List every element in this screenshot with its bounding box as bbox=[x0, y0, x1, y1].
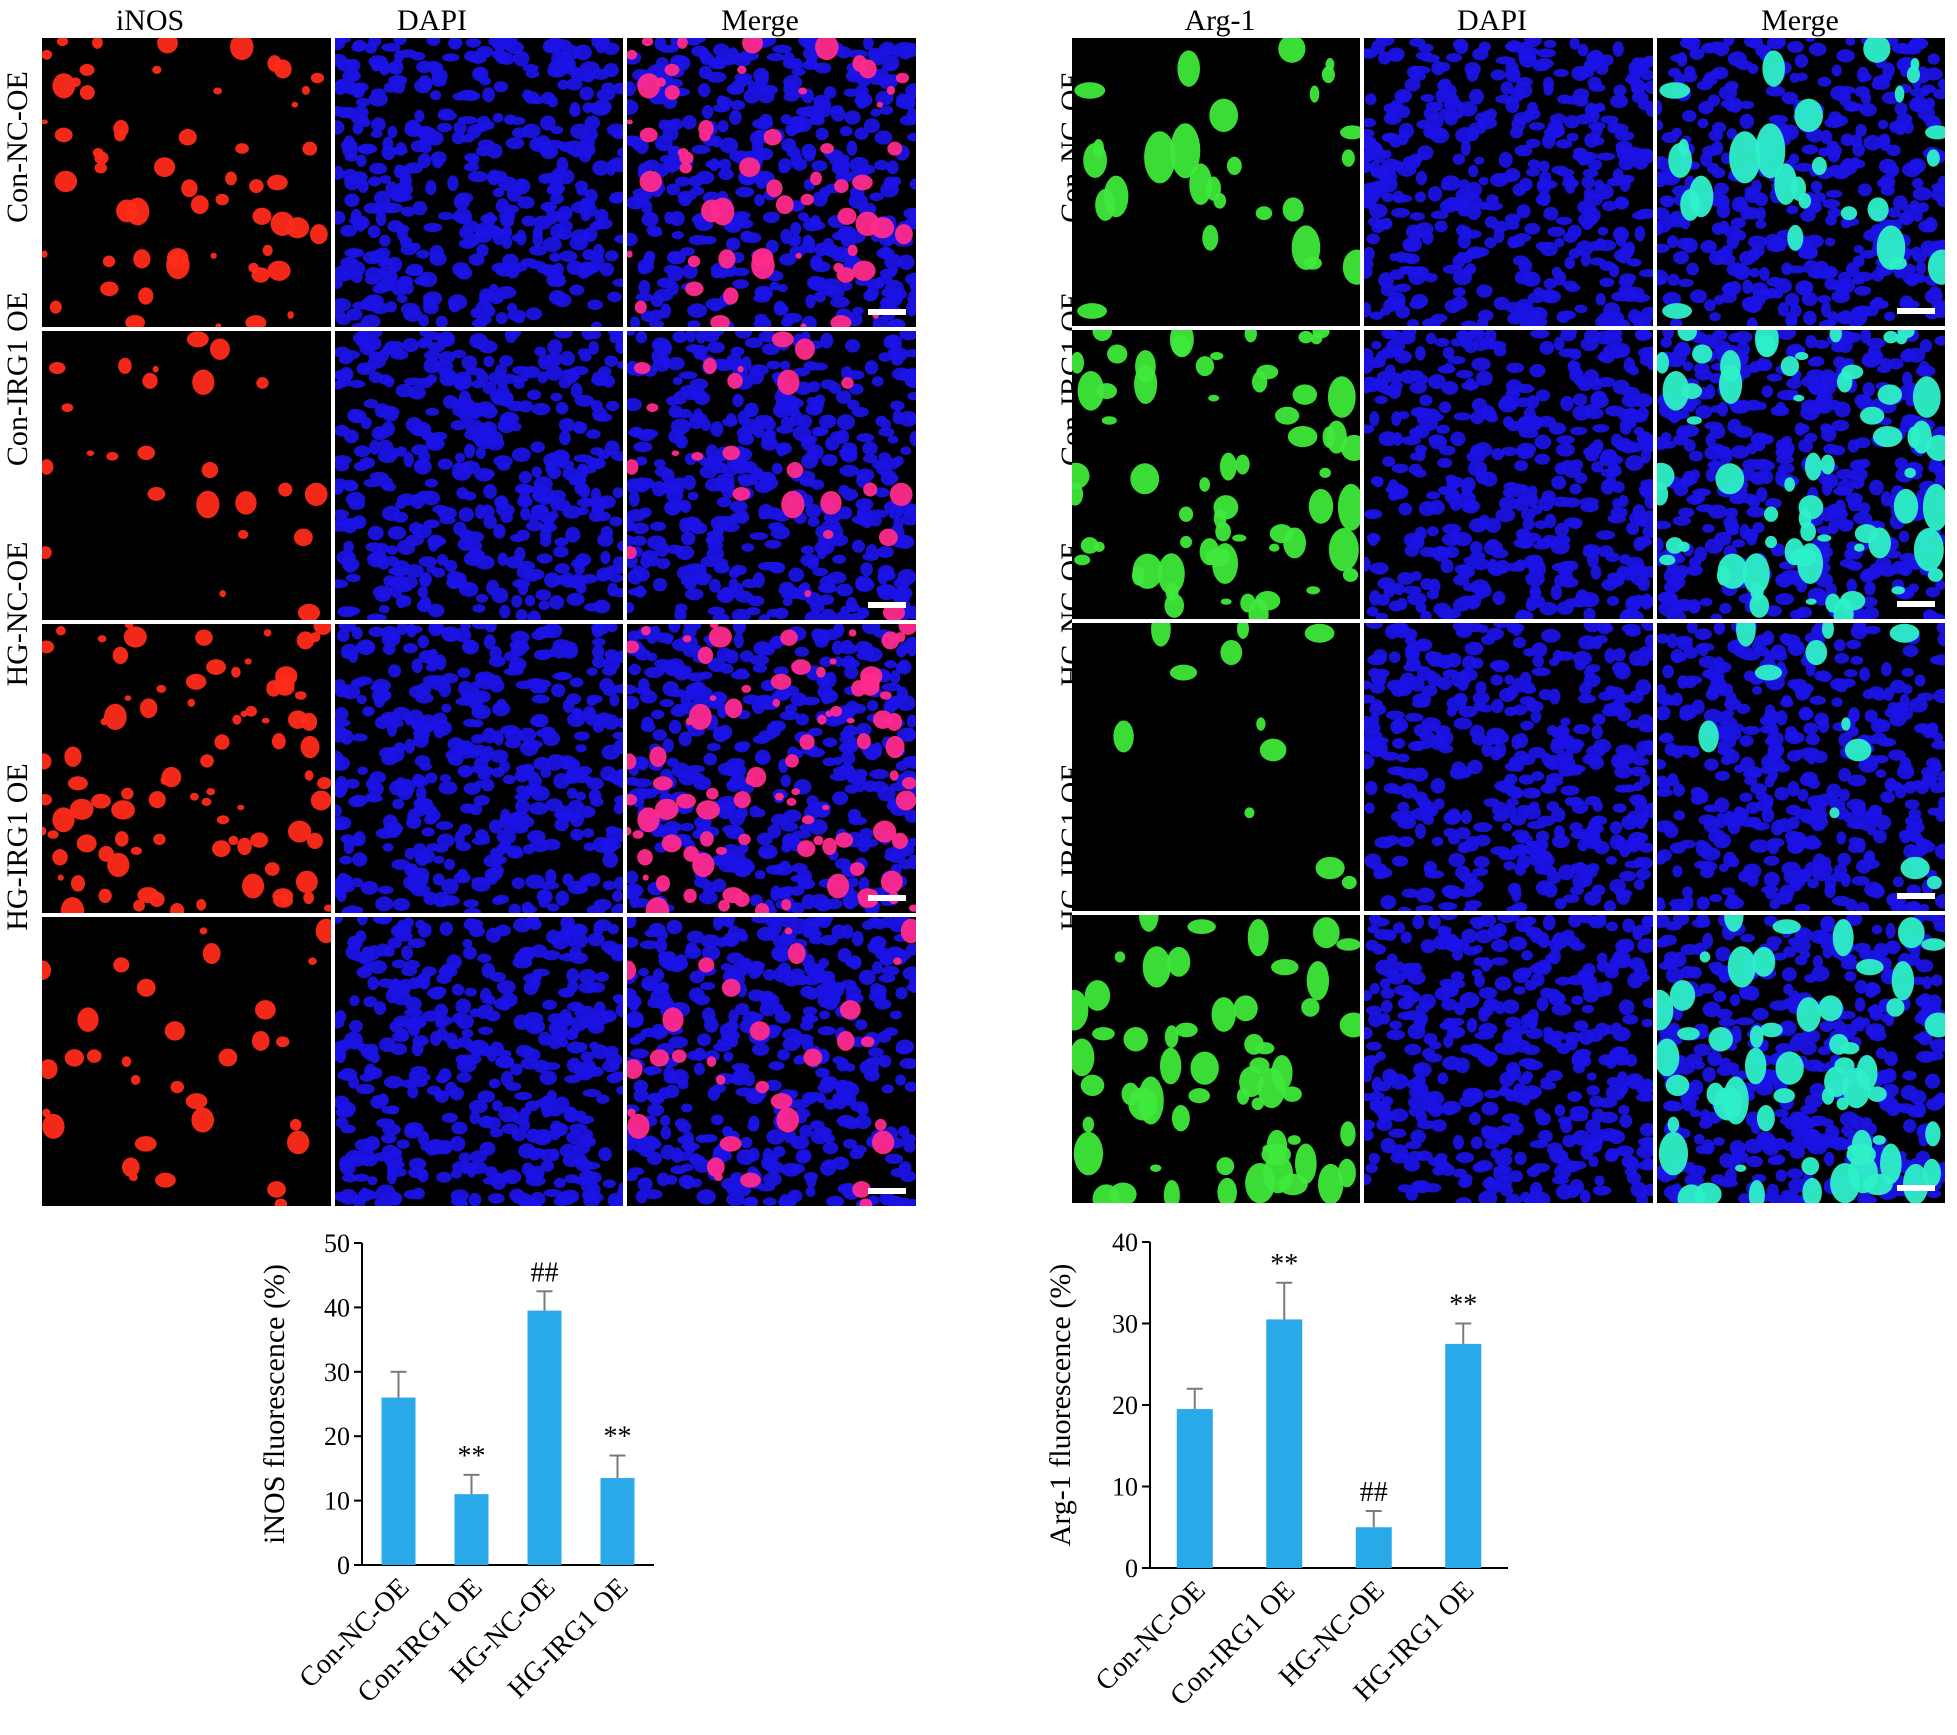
y-tick-label: 50 bbox=[324, 1229, 350, 1258]
y-tick-label: 20 bbox=[1112, 1391, 1138, 1420]
micrograph-merge-con-nc-oe bbox=[627, 38, 916, 327]
micrograph-merge-hg-irg1-oe bbox=[1657, 915, 1945, 1203]
micrograph-arg1-hg-irg1-oe bbox=[1072, 915, 1360, 1203]
micrograph-dapi-hg-nc-oe bbox=[1364, 623, 1652, 911]
micrograph-arg1-con-nc-oe bbox=[1072, 38, 1360, 326]
micrograph-dapi-hg-irg1-oe bbox=[335, 917, 624, 1206]
micrograph-inos-con-nc-oe bbox=[42, 38, 331, 327]
significance-label: ## bbox=[531, 1257, 559, 1288]
scale-bar bbox=[1897, 601, 1935, 607]
scale-bar bbox=[868, 602, 906, 608]
scale-bar bbox=[868, 309, 906, 315]
bar-hg-nc-oe bbox=[528, 1311, 562, 1565]
significance-label: ** bbox=[1270, 1249, 1298, 1280]
scale-bar bbox=[868, 1188, 906, 1194]
inos-image-grid bbox=[42, 38, 916, 1206]
arg1-chart-svg: Arg-1 fluorescence (%)010203040Con-NC-OE… bbox=[1040, 1220, 1780, 1730]
micrograph-arg1-con-irg1-oe bbox=[1072, 330, 1360, 618]
bar-hg-irg1-oe bbox=[1445, 1344, 1481, 1568]
significance-label: ** bbox=[458, 1441, 486, 1472]
inos-panel: iNOS DAPI Merge Con-NC-OE Con-IRG1 OE HG… bbox=[0, 0, 978, 1730]
micrograph-merge-con-irg1-oe bbox=[1657, 330, 1945, 618]
micrograph-dapi-con-irg1-oe bbox=[335, 331, 624, 620]
bar-con-nc-oe bbox=[1177, 1409, 1213, 1568]
row-label-hg-nc-oe: HG-NC-OE bbox=[1, 534, 35, 694]
bar-con-nc-oe bbox=[382, 1398, 416, 1565]
y-tick-label: 40 bbox=[1112, 1228, 1138, 1257]
micrograph-merge-hg-irg1-oe bbox=[627, 917, 916, 1206]
row-label-hg-irg1-oe: HG-IRG1 OE bbox=[1, 747, 35, 947]
bar-hg-nc-oe bbox=[1356, 1527, 1392, 1568]
y-tick-label: 0 bbox=[1125, 1554, 1138, 1583]
significance-label: ## bbox=[1360, 1477, 1388, 1508]
scale-bar bbox=[1897, 1185, 1935, 1191]
row-label-con-irg1-oe: Con-IRG1 OE bbox=[1, 279, 35, 479]
arg1-panel: Arg-1 DAPI Merge Con-NC-OE Con-IRG1 OE H… bbox=[1040, 0, 1957, 1730]
row-label-con-nc-oe: Con-NC-OE bbox=[1, 67, 35, 227]
column-header-arg1: Arg-1 bbox=[1150, 4, 1290, 38]
micrograph-inos-con-irg1-oe bbox=[42, 331, 331, 620]
y-tick-label: 20 bbox=[324, 1422, 350, 1451]
column-header-merge: Merge bbox=[1730, 4, 1870, 38]
micrograph-arg1-hg-nc-oe bbox=[1072, 623, 1360, 911]
bar-con-irg1-oe bbox=[1266, 1319, 1302, 1568]
y-tick-label: 40 bbox=[324, 1293, 350, 1322]
micrograph-dapi-con-nc-oe bbox=[335, 38, 624, 327]
arg1-image-grid bbox=[1072, 38, 1945, 1203]
micrograph-dapi-con-irg1-oe bbox=[1364, 330, 1652, 618]
micrograph-merge-con-irg1-oe bbox=[627, 331, 916, 620]
scale-bar bbox=[1897, 893, 1935, 899]
y-tick-label: 10 bbox=[1112, 1473, 1138, 1502]
scale-bar bbox=[1897, 308, 1935, 314]
y-axis-label: iNOS fluorescence (%) bbox=[258, 1264, 291, 1544]
y-tick-label: 10 bbox=[324, 1487, 350, 1516]
column-header-inos: iNOS bbox=[80, 4, 220, 38]
micrograph-dapi-con-nc-oe bbox=[1364, 38, 1652, 326]
micrograph-dapi-hg-irg1-oe bbox=[1364, 915, 1652, 1203]
micrograph-dapi-hg-nc-oe bbox=[335, 624, 624, 913]
y-axis-label: Arg-1 fluorescence (%) bbox=[1044, 1264, 1077, 1547]
y-tick-label: 30 bbox=[324, 1358, 350, 1387]
column-header-merge: Merge bbox=[690, 4, 830, 38]
column-header-dapi: DAPI bbox=[1442, 4, 1542, 38]
column-header-dapi: DAPI bbox=[382, 4, 482, 38]
micrograph-inos-hg-nc-oe bbox=[42, 624, 331, 913]
significance-label: ** bbox=[1449, 1290, 1477, 1321]
micrograph-merge-hg-nc-oe bbox=[627, 624, 916, 913]
inos-chart-svg: iNOS fluorescence (%)01020304050Con-NC-O… bbox=[250, 1220, 700, 1730]
scale-bar bbox=[868, 895, 906, 901]
y-tick-label: 0 bbox=[337, 1551, 350, 1580]
bar-con-irg1-oe bbox=[455, 1494, 489, 1565]
micrograph-merge-hg-nc-oe bbox=[1657, 623, 1945, 911]
significance-label: ** bbox=[604, 1422, 632, 1453]
y-tick-label: 30 bbox=[1112, 1310, 1138, 1339]
micrograph-inos-hg-irg1-oe bbox=[42, 917, 331, 1206]
micrograph-merge-con-nc-oe bbox=[1657, 38, 1945, 326]
bar-hg-irg1-oe bbox=[601, 1478, 635, 1565]
